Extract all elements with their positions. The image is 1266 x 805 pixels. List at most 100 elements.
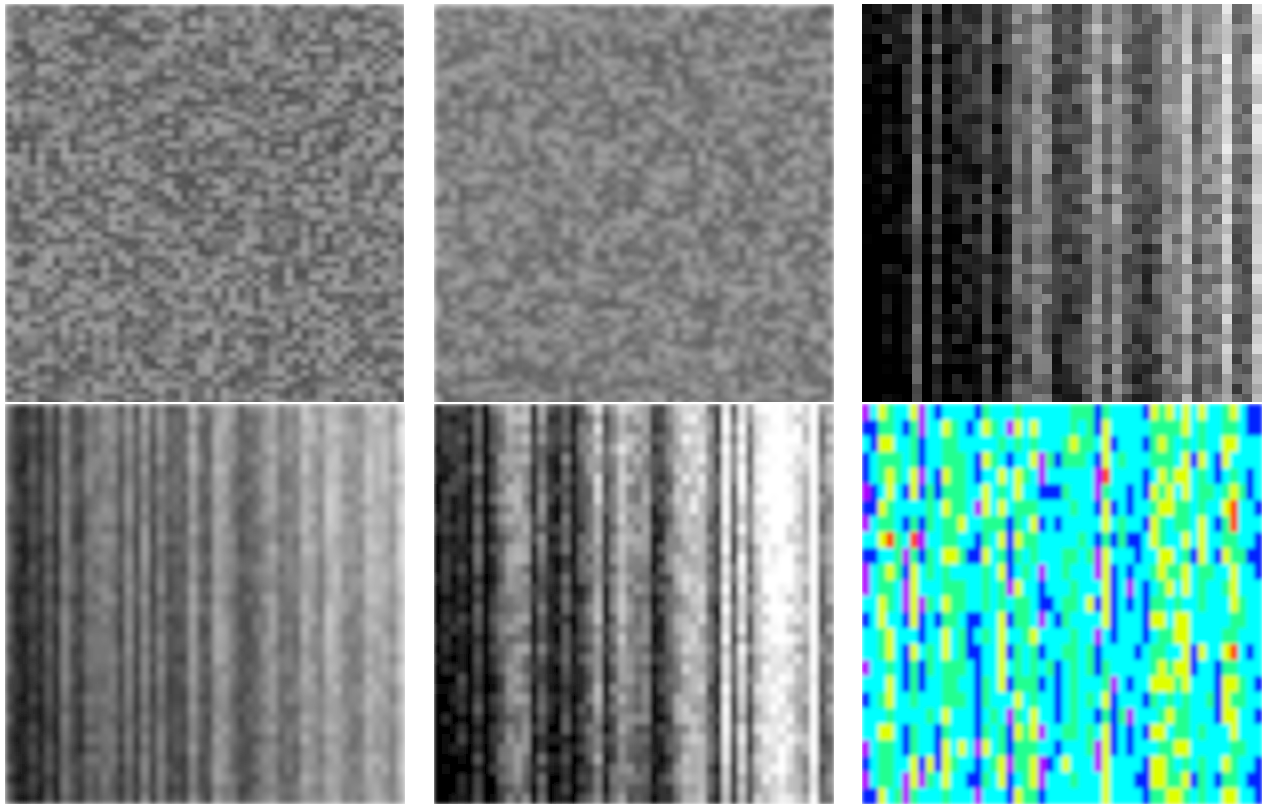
- texture-cell: [21, 70, 30, 77]
- texture-cell: [181, 76, 190, 83]
- texture-cell: [269, 298, 278, 305]
- texture-cell: [277, 196, 286, 203]
- texture-cell: [802, 28, 811, 35]
- texture-cell: [125, 184, 134, 191]
- texture-cell: [341, 304, 350, 311]
- texture-cell: [594, 4, 603, 11]
- texture-cell: [101, 190, 110, 197]
- texture-cell: [85, 382, 94, 389]
- texture-cell: [69, 160, 78, 167]
- texture-cell: [794, 148, 803, 155]
- texture-cell: [786, 16, 795, 23]
- texture-cell: [13, 214, 22, 221]
- texture-cell: [13, 280, 22, 287]
- texture-cell: [498, 28, 507, 35]
- texture-cell: [333, 46, 342, 53]
- texture-cell: [69, 244, 78, 251]
- texture-cell: [333, 286, 342, 293]
- texture-cell: [458, 22, 467, 29]
- texture-cell: [610, 34, 619, 41]
- texture-cell: [229, 250, 238, 257]
- texture-cell: [450, 196, 459, 203]
- texture-cell: [333, 88, 342, 95]
- texture-cell: [29, 46, 38, 53]
- texture-cell: [53, 388, 62, 395]
- texture-cell: [570, 40, 579, 47]
- texture-cell: [13, 40, 22, 47]
- texture-cell: [714, 46, 723, 53]
- texture-cell: [578, 184, 587, 191]
- texture-cell: [245, 238, 254, 245]
- texture-cell: [333, 16, 342, 23]
- texture-cell: [221, 124, 230, 131]
- texture-cell: [658, 172, 667, 179]
- texture-cell: [546, 112, 555, 119]
- texture-cell: [85, 388, 94, 395]
- texture-cell: [325, 388, 334, 395]
- texture-cell: [77, 376, 86, 383]
- texture-cell: [189, 136, 198, 143]
- texture-cell: [309, 184, 318, 191]
- texture-cell: [666, 154, 675, 161]
- texture-cell: [365, 208, 374, 215]
- texture-cell: [746, 16, 755, 23]
- texture-cell: [109, 4, 118, 11]
- texture-cell: [546, 52, 555, 59]
- texture-cell: [109, 190, 118, 197]
- texture-cell: [245, 100, 254, 107]
- texture-cell: [650, 106, 659, 113]
- texture-cell: [554, 160, 563, 167]
- texture-cell: [349, 280, 358, 287]
- texture-cell: [253, 292, 262, 299]
- texture-cell: [85, 4, 94, 11]
- texture-cell: [237, 34, 246, 41]
- texture-cell: [253, 304, 262, 311]
- texture-cell: [93, 262, 102, 269]
- texture-cell: [618, 40, 627, 47]
- texture-cell: [397, 346, 406, 353]
- texture-cell: [253, 130, 262, 137]
- texture-cell: [285, 70, 294, 77]
- texture-cell: [341, 238, 350, 245]
- texture-cell: [13, 160, 22, 167]
- texture-cell: [245, 304, 254, 311]
- texture-cell: [69, 364, 78, 371]
- texture-cell: [325, 352, 334, 359]
- texture-cell: [221, 184, 230, 191]
- texture-cell: [826, 16, 835, 23]
- texture-cell: [738, 88, 747, 95]
- texture-cell: [770, 58, 779, 65]
- texture-cell: [666, 184, 675, 191]
- texture-cell: [794, 124, 803, 131]
- texture-cell: [229, 124, 238, 131]
- texture-cell: [530, 112, 539, 119]
- texture-cell: [666, 190, 675, 197]
- texture-cell: [325, 124, 334, 131]
- texture-cell: [117, 118, 126, 125]
- texture-cell: [109, 346, 118, 353]
- texture-cell: [53, 352, 62, 359]
- texture-cell: [53, 94, 62, 101]
- texture-cell: [101, 286, 110, 293]
- texture: [5, 4, 406, 407]
- texture-cell: [754, 172, 763, 179]
- texture-cell: [181, 16, 190, 23]
- texture-cell: [309, 16, 318, 23]
- texture-cell: [205, 268, 214, 275]
- texture-cell: [237, 232, 246, 239]
- texture-cell: [261, 394, 270, 401]
- texture-cell: [85, 118, 94, 125]
- texture-cell: [133, 274, 142, 281]
- texture-cell: [29, 286, 38, 293]
- texture-cell: [125, 190, 134, 197]
- texture-cell: [434, 160, 443, 167]
- texture-cell: [317, 244, 326, 251]
- texture-cell: [141, 112, 150, 119]
- texture-cell: [482, 94, 491, 101]
- texture-cell: [698, 10, 707, 17]
- texture-cell: [269, 316, 278, 323]
- texture-cell: [602, 76, 611, 83]
- texture-cell: [309, 394, 318, 401]
- texture-cell: [229, 274, 238, 281]
- texture-cell: [458, 196, 467, 203]
